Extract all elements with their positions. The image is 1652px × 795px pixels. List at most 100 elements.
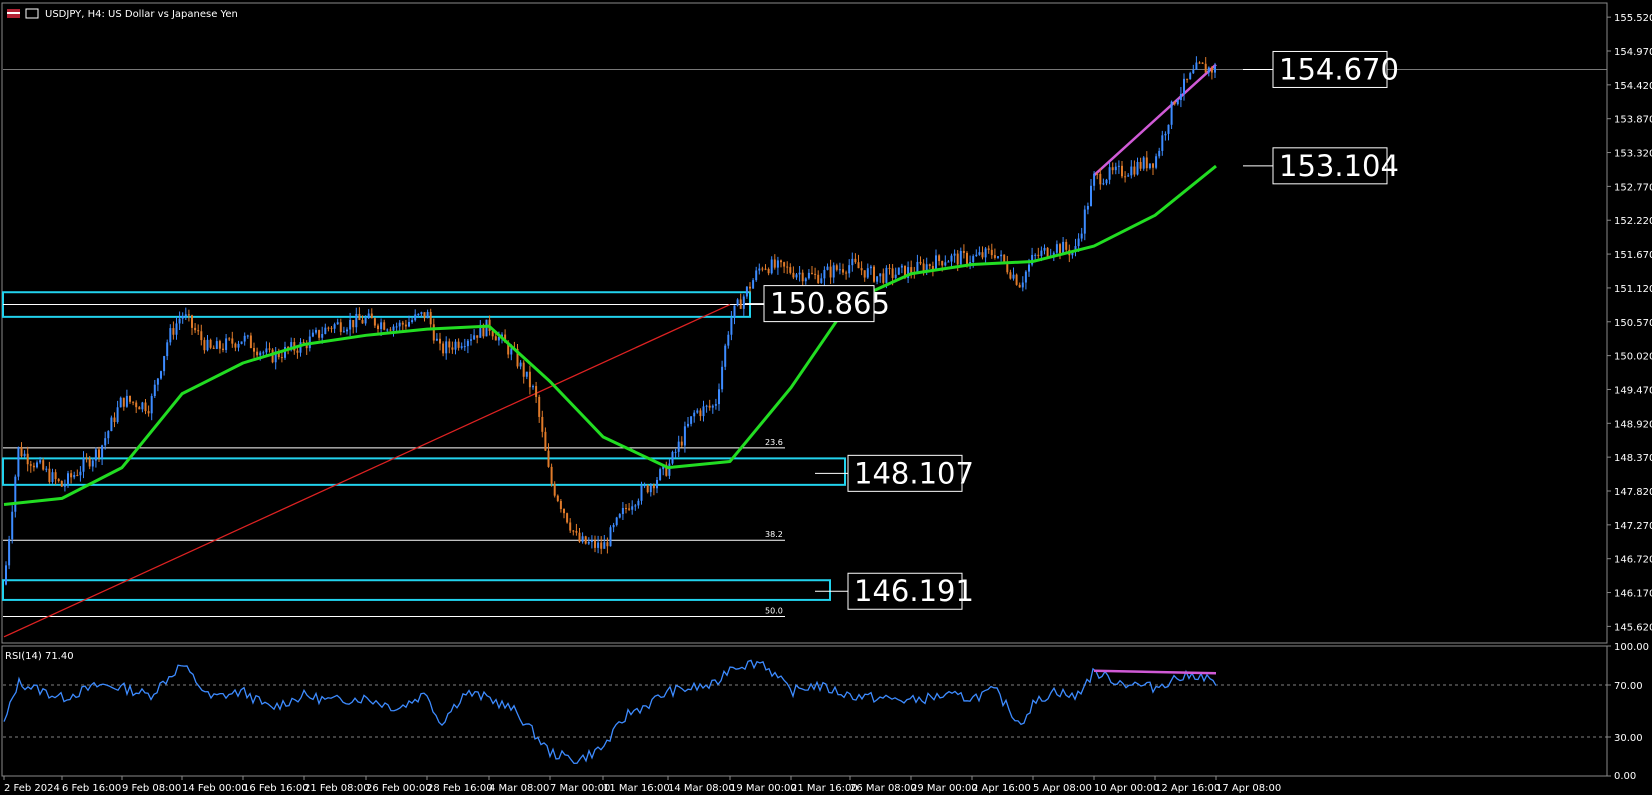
candle-down	[910, 267, 913, 273]
callout-moving-average: 153.104	[1279, 149, 1399, 183]
price-panel[interactable]	[1, 2, 1608, 644]
candle-up	[1195, 62, 1198, 70]
price-tick-label: 148.920	[1614, 419, 1652, 430]
trendlines[interactable]	[3, 63, 1217, 638]
candle-down	[1201, 62, 1204, 64]
price-tick-label: 150.020	[1614, 352, 1652, 363]
candle-down	[572, 530, 575, 532]
candle-up	[284, 346, 286, 358]
candle-up	[705, 405, 708, 407]
candle-up	[82, 457, 85, 472]
candle-up	[1164, 133, 1167, 136]
candle-down	[76, 474, 79, 476]
candle-down	[432, 324, 435, 341]
candle-down	[218, 341, 221, 349]
candle-down	[522, 362, 525, 377]
candle-down	[665, 464, 668, 476]
candle-up	[346, 329, 348, 332]
candle-down	[327, 327, 330, 329]
rsi-panel[interactable]	[1, 645, 1608, 777]
symbol-header: USDJPY, H4: US Dollar vs Japanese Yen	[7, 8, 238, 20]
candle-up	[510, 348, 513, 355]
candle-up	[1021, 282, 1024, 288]
candle-up	[240, 341, 243, 344]
callout-box	[847, 572, 963, 610]
candle-down	[699, 410, 702, 417]
time-tick-label: 2 Feb 2024	[4, 783, 60, 794]
candle-up	[1136, 161, 1139, 175]
candle-up	[324, 327, 327, 334]
candle-down	[507, 342, 510, 355]
candle-up	[45, 468, 48, 470]
candle-down	[448, 341, 451, 348]
candle-up	[969, 262, 972, 264]
price-tick-label: 148.370	[1614, 453, 1652, 464]
candle-down	[928, 264, 931, 266]
candle-down	[377, 325, 379, 330]
candle-up	[590, 540, 593, 543]
candle-up	[820, 278, 823, 283]
candle-down	[553, 483, 556, 496]
candle-up	[175, 323, 178, 335]
rsi-divergence-line	[1093, 669, 1217, 675]
price-tick-label: 145.620	[1614, 622, 1652, 633]
candle-down	[228, 338, 231, 340]
candle-up	[1170, 101, 1173, 125]
candle-up	[656, 479, 658, 489]
candle-down	[253, 348, 255, 352]
candle-down	[845, 272, 848, 274]
candle-down	[792, 272, 795, 278]
candle-down	[987, 248, 990, 250]
candle-up	[417, 313, 420, 315]
candle-up	[1031, 255, 1034, 265]
candle-down	[491, 330, 494, 337]
candle-down	[85, 457, 88, 459]
candle-up	[497, 336, 500, 341]
time-tick-label: 16 Feb 16:00	[243, 783, 309, 794]
candle-down	[931, 265, 934, 271]
candle-down	[404, 324, 407, 327]
candle-down	[956, 253, 959, 265]
candle-up	[166, 342, 169, 357]
candle-up	[1207, 67, 1210, 73]
candle-down	[1009, 272, 1012, 279]
candle-down	[88, 458, 91, 467]
candle-up	[947, 261, 950, 263]
candle-down	[1006, 262, 1009, 273]
candle-down	[352, 320, 355, 328]
price-tick-label: 152.770	[1614, 182, 1652, 193]
candle-up	[94, 449, 97, 461]
candle-down	[814, 273, 817, 275]
rsi-line	[3, 659, 1217, 765]
candle-up	[1155, 156, 1158, 168]
candle-up	[897, 267, 900, 275]
candle-up	[119, 397, 122, 408]
rsi-indicator: RSI(14) 71.40	[3, 651, 1607, 765]
candle-down	[1139, 161, 1142, 169]
candle-up	[107, 431, 110, 439]
candle-up	[420, 312, 423, 314]
candle-down	[1037, 254, 1040, 256]
candle-down	[209, 339, 212, 348]
candle-down	[854, 258, 857, 263]
candle-up	[935, 255, 937, 271]
candle-up	[315, 330, 317, 333]
candle-up	[1142, 157, 1145, 169]
candle-down	[1145, 157, 1148, 169]
candle-up	[851, 258, 854, 266]
candle-up	[804, 278, 807, 282]
candle-down	[780, 260, 782, 263]
candle-down	[494, 336, 497, 341]
candle-up	[975, 254, 978, 257]
candle-up	[36, 462, 38, 468]
candle-up	[265, 348, 268, 353]
candle-down	[739, 299, 742, 309]
candle-down	[773, 259, 776, 268]
candle-up	[609, 527, 612, 547]
candle-up	[299, 342, 302, 353]
candle-up	[631, 506, 634, 510]
rsi-label: RSI(14) 71.40	[5, 651, 74, 662]
candle-up	[479, 324, 482, 338]
candle-down	[203, 340, 206, 351]
